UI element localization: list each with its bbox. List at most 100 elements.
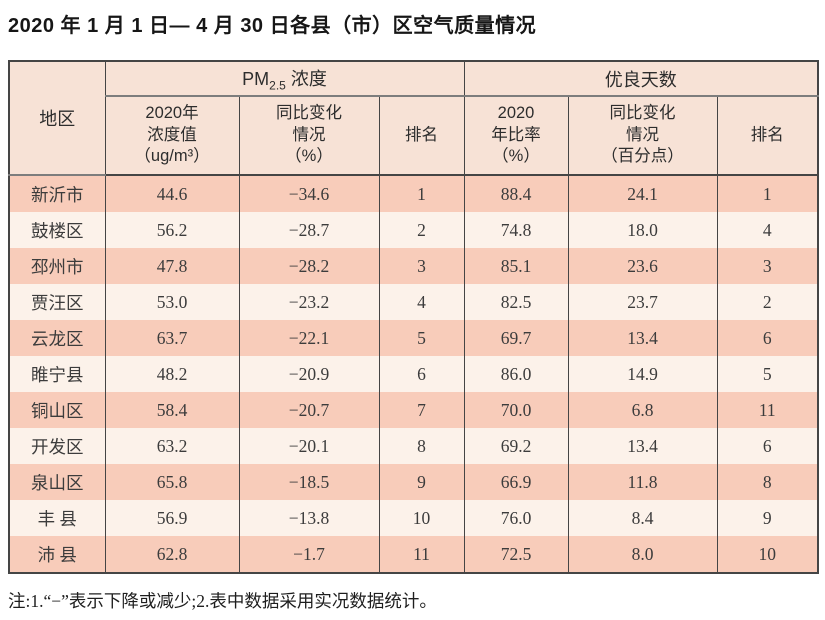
region-cell: 睢宁县 [8, 356, 106, 392]
days-rank-cell: 1 [716, 175, 819, 212]
pm-value-cell: 44.6 [104, 175, 240, 212]
pm-value-cell: 53.0 [104, 284, 240, 320]
days-change-cell: 13.4 [567, 428, 718, 464]
days-rate-cell: 82.5 [463, 284, 569, 320]
column-header-days-change: 同比变化 情况 （百分点） [567, 96, 718, 176]
pm-value-cell: 56.2 [104, 212, 240, 248]
pm-value-cell: 56.9 [104, 500, 240, 536]
days-rate-cell: 70.0 [463, 392, 569, 428]
column-header-region: 地区 [8, 61, 106, 176]
table-row: 沛 县 62.8 −1.7 11 72.5 8.0 10 [8, 536, 819, 573]
table-row: 贾汪区 53.0 −23.2 4 82.5 23.7 2 [8, 284, 819, 320]
footnote: 注:1.“−”表示下降或减少;2.表中数据采用实况数据统计。 [8, 591, 437, 611]
pm-value-cell: 58.4 [104, 392, 240, 428]
days-rate-cell: 69.2 [463, 428, 569, 464]
days-rate-cell: 88.4 [463, 175, 569, 212]
column-group-pm25: PM2.5 浓度 [104, 61, 465, 97]
pm-change-cell: −1.7 [238, 536, 380, 573]
pm-change-cell: −23.2 [238, 284, 380, 320]
region-cell: 邳州市 [8, 248, 106, 284]
days-rank-cell: 6 [716, 428, 819, 464]
pm-change-cell: −20.9 [238, 356, 380, 392]
days-rank-cell: 11 [716, 392, 819, 428]
region-cell: 云龙区 [8, 320, 106, 356]
pm-rank-cell: 7 [378, 392, 465, 428]
days-change-cell: 18.0 [567, 212, 718, 248]
pm-change-cell: −20.1 [238, 428, 380, 464]
days-change-cell: 8.4 [567, 500, 718, 536]
table-row: 云龙区 63.7 −22.1 5 69.7 13.4 6 [8, 320, 819, 356]
pm-rank-cell: 1 [378, 175, 465, 212]
region-cell: 丰 县 [8, 500, 106, 536]
table-row: 新沂市 44.6 −34.6 1 88.4 24.1 1 [8, 175, 819, 212]
days-rate-cell: 72.5 [463, 536, 569, 573]
days-rate-cell: 74.8 [463, 212, 569, 248]
days-rate-cell: 69.7 [463, 320, 569, 356]
days-rank-cell: 5 [716, 356, 819, 392]
days-change-cell: 13.4 [567, 320, 718, 356]
table-body: 新沂市 44.6 −34.6 1 88.4 24.1 1 鼓楼区 56.2 −28.7 2 74.8 1… [8, 175, 819, 573]
table-row: 鼓楼区 56.2 −28.7 2 74.8 18.0 4 [8, 212, 819, 248]
region-cell: 沛 县 [8, 536, 106, 573]
region-cell: 泉山区 [8, 464, 106, 500]
pm-value-cell: 63.7 [104, 320, 240, 356]
pm-rank-cell: 3 [378, 248, 465, 284]
header-sub-row: 2020年 浓度值 （ug/m³） 同比变化 情况 （%） 排名 2020 年比… [9, 96, 819, 176]
air-quality-table: 地区 PM2.5 浓度 优良天数 2020年 浓度值 （ug/m³） 同比变化 … [8, 60, 820, 574]
page-title: 2020 年 1 月 1 日— 4 月 30 日各县（市）区空气质量情况 [8, 15, 537, 37]
pm-change-cell: −22.1 [238, 320, 380, 356]
table-row: 睢宁县 48.2 −20.9 6 86.0 14.9 5 [8, 356, 819, 392]
region-cell: 开发区 [8, 428, 106, 464]
pm25-group-label: PM2.5 浓度 [242, 68, 327, 93]
days-change-cell: 8.0 [567, 536, 718, 573]
pm-change-cell: −13.8 [238, 500, 380, 536]
days-rank-cell: 4 [716, 212, 819, 248]
pm-change-cell: −34.6 [238, 175, 380, 212]
pm-rank-cell: 8 [378, 428, 465, 464]
pm-change-cell: −28.7 [238, 212, 380, 248]
pm-change-cell: −18.5 [238, 464, 380, 500]
table-row: 邳州市 47.8 −28.2 3 85.1 23.6 3 [8, 248, 819, 284]
days-rate-cell: 86.0 [463, 356, 569, 392]
days-change-cell: 23.7 [567, 284, 718, 320]
days-rank-cell: 10 [716, 536, 819, 573]
pm-value-cell: 65.8 [104, 464, 240, 500]
pm-rank-cell: 2 [378, 212, 465, 248]
header-group-row: 地区 PM2.5 浓度 优良天数 [8, 61, 819, 176]
column-header-pm-value: 2020年 浓度值 （ug/m³） [104, 96, 240, 176]
days-rate-cell: 66.9 [463, 464, 569, 500]
column-group-good-days: 优良天数 [463, 61, 819, 97]
days-rank-cell: 3 [716, 248, 819, 284]
pm-value-cell: 62.8 [104, 536, 240, 573]
region-cell: 鼓楼区 [8, 212, 106, 248]
pm-rank-cell: 9 [378, 464, 465, 500]
region-cell: 铜山区 [8, 392, 106, 428]
pm-value-cell: 47.8 [104, 248, 240, 284]
region-cell: 贾汪区 [8, 284, 106, 320]
days-change-cell: 6.8 [567, 392, 718, 428]
region-cell: 新沂市 [8, 175, 106, 212]
pm-change-cell: −28.2 [238, 248, 380, 284]
pm-rank-cell: 4 [378, 284, 465, 320]
pm-rank-cell: 5 [378, 320, 465, 356]
pm-rank-cell: 11 [378, 536, 465, 573]
column-header-days-rate: 2020 年比率 （%） [463, 96, 569, 176]
days-rank-cell: 9 [716, 500, 819, 536]
pm-rank-cell: 6 [378, 356, 465, 392]
days-rate-cell: 85.1 [463, 248, 569, 284]
days-change-cell: 24.1 [567, 175, 718, 212]
pm-value-cell: 48.2 [104, 356, 240, 392]
table-row: 开发区 63.2 −20.1 8 69.2 13.4 6 [8, 428, 819, 464]
pm-rank-cell: 10 [378, 500, 465, 536]
days-change-cell: 14.9 [567, 356, 718, 392]
days-rank-cell: 8 [716, 464, 819, 500]
column-header-pm-rank: 排名 [378, 96, 465, 176]
pm-change-cell: −20.7 [238, 392, 380, 428]
column-header-days-rank: 排名 [716, 96, 819, 176]
table-row: 丰 县 56.9 −13.8 10 76.0 8.4 9 [8, 500, 819, 536]
table-row: 泉山区 65.8 −18.5 9 66.9 11.8 8 [8, 464, 819, 500]
pm-value-cell: 63.2 [104, 428, 240, 464]
days-rate-cell: 76.0 [463, 500, 569, 536]
column-header-pm-change: 同比变化 情况 （%） [238, 96, 380, 176]
